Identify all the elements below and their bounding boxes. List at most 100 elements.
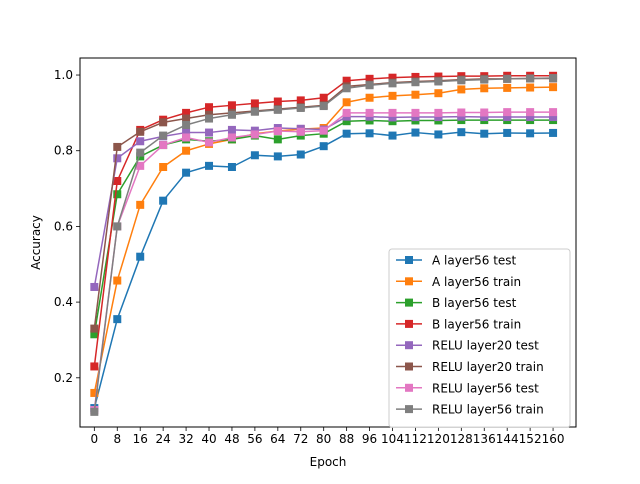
- legend-item: RELU layer20 train: [396, 360, 544, 374]
- legend-marker: [405, 405, 413, 414]
- legend-item: A layer56 train: [396, 275, 521, 289]
- x-tick-label: 120: [427, 432, 450, 446]
- data-point: [526, 113, 535, 122]
- data-point: [319, 142, 328, 151]
- x-tick-label: 96: [362, 432, 377, 446]
- data-point: [296, 103, 305, 112]
- data-point: [182, 168, 191, 177]
- data-point: [388, 113, 397, 122]
- x-tick-label: 56: [247, 432, 262, 446]
- data-point: [457, 112, 466, 121]
- data-point: [503, 113, 512, 122]
- x-tick-label: 112: [404, 432, 427, 446]
- legend-marker: [405, 362, 413, 371]
- data-point: [319, 102, 328, 111]
- legend-marker: [405, 383, 413, 392]
- legend-label: RELU layer56 test: [432, 381, 539, 395]
- data-point: [159, 196, 168, 205]
- data-point: [526, 83, 535, 92]
- data-point: [480, 75, 489, 84]
- y-axis-label: Accuracy: [29, 215, 43, 270]
- data-point: [136, 148, 145, 157]
- data-point: [205, 128, 214, 137]
- data-point: [205, 138, 214, 147]
- data-point: [365, 74, 374, 83]
- x-tick-label: 80: [316, 432, 331, 446]
- plot-area: [90, 71, 558, 416]
- data-point: [250, 107, 259, 116]
- data-point: [205, 161, 214, 170]
- y-tick-label: 0.8: [54, 144, 73, 158]
- data-point: [365, 129, 374, 138]
- data-point: [159, 162, 168, 171]
- legend-marker: [405, 298, 413, 307]
- data-point: [388, 91, 397, 100]
- data-point: [365, 108, 374, 117]
- legend-label: B layer56 train: [432, 317, 521, 331]
- data-point: [342, 117, 351, 126]
- legend-label: B layer56 test: [432, 296, 517, 310]
- data-point: [90, 282, 99, 291]
- data-point: [182, 114, 191, 123]
- data-point: [273, 97, 282, 106]
- data-point: [365, 81, 374, 90]
- data-point: [549, 83, 558, 92]
- legend-marker: [405, 256, 413, 264]
- data-point: [182, 120, 191, 129]
- data-point: [136, 137, 145, 146]
- data-point: [342, 129, 351, 138]
- x-tick-label: 152: [519, 432, 542, 446]
- legend-box: [388, 248, 571, 428]
- plot-frame: [79, 57, 577, 428]
- data-point: [526, 108, 535, 117]
- series-7: [90, 74, 558, 416]
- legend-item: RELU layer56 test: [396, 381, 539, 395]
- legend-item: A layer56 test: [396, 254, 517, 268]
- data-point: [296, 96, 305, 105]
- x-tick-label: 0: [91, 432, 99, 446]
- data-point: [227, 110, 236, 119]
- data-point: [549, 113, 558, 122]
- x-tick-label: 32: [178, 432, 193, 446]
- data-point: [480, 129, 489, 138]
- data-point: [296, 150, 305, 159]
- data-point: [411, 108, 420, 117]
- data-point: [113, 190, 122, 199]
- y-tick-label: 1.0: [54, 68, 73, 82]
- data-point: [503, 108, 512, 117]
- data-point: [411, 113, 420, 122]
- legend-marker: [405, 277, 413, 286]
- data-point: [549, 108, 558, 117]
- x-tick-label: 64: [270, 432, 285, 446]
- x-axis-label: Epoch: [310, 455, 347, 469]
- data-point: [113, 222, 122, 231]
- x-tick-label: 136: [473, 432, 496, 446]
- data-point: [549, 128, 558, 137]
- data-point: [411, 78, 420, 87]
- x-tick-label: 48: [224, 432, 239, 446]
- legend-item: RELU layer56 train: [396, 403, 544, 417]
- x-tick-label: 160: [542, 432, 565, 446]
- data-point: [503, 74, 512, 83]
- data-point: [342, 108, 351, 117]
- data-point: [250, 151, 259, 160]
- data-point: [227, 162, 236, 171]
- legend-marker: [405, 319, 413, 328]
- data-point: [503, 83, 512, 92]
- legend-label: RELU layer20 test: [432, 339, 539, 353]
- data-point: [136, 127, 145, 136]
- data-point: [205, 103, 214, 112]
- data-point: [273, 135, 282, 144]
- x-tick-label: 40: [201, 432, 216, 446]
- data-point: [136, 252, 145, 261]
- data-point: [296, 127, 305, 136]
- legend-marker: [405, 341, 413, 350]
- data-point: [434, 89, 443, 98]
- y-axis: 0.2 0.4 0.6 0.8 1.0: [54, 68, 80, 385]
- data-point: [434, 108, 443, 117]
- data-point: [388, 79, 397, 88]
- data-point: [342, 98, 351, 107]
- data-point: [434, 113, 443, 122]
- data-point: [113, 142, 122, 151]
- data-point: [457, 85, 466, 94]
